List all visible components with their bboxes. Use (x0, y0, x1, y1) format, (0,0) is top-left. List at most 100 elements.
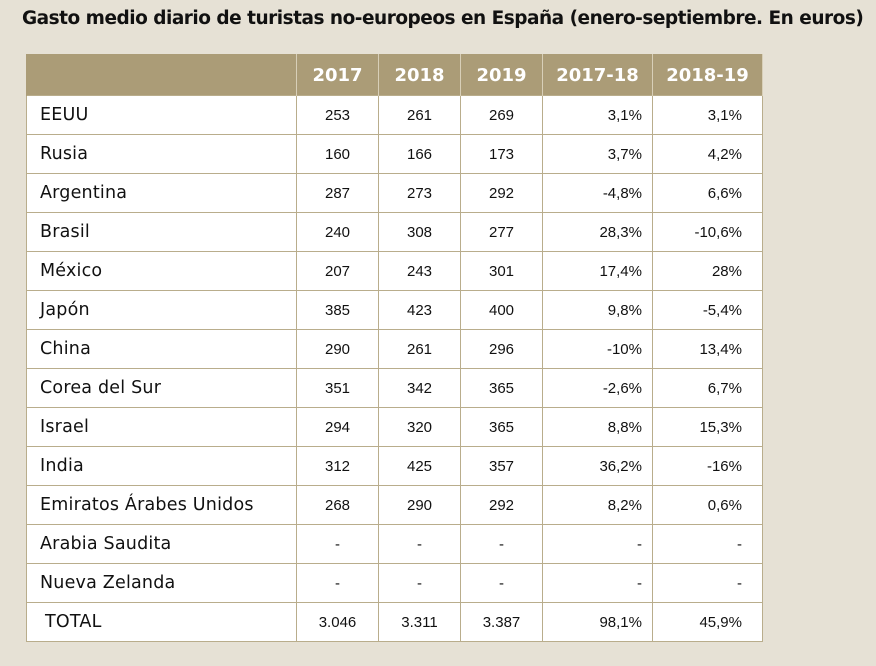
table-row: India 312 425 357 36,2% -16% (26, 446, 763, 486)
change-2018-19-cell: 13,4% (652, 329, 763, 369)
spending-table: 2017 2018 2019 2017-18 2018-19 EEUU 253 26… (26, 54, 763, 642)
header-change-2018-19: 2018-19 (652, 54, 763, 96)
value-2017-cell: 312 (296, 446, 379, 486)
value-2017-cell: 268 (296, 485, 379, 525)
table-row: EEUU 253 261 269 3,1% 3,1% (26, 95, 763, 135)
value-2017-cell: 160 (296, 134, 379, 174)
value-2018-cell: 261 (378, 329, 461, 369)
value-2019-cell: - (460, 563, 543, 603)
header-2019: 2019 (460, 54, 543, 96)
table-row: Emiratos Árabes Unidos 268 290 292 8,2% 0,6% (26, 485, 763, 525)
table-row: China 290 261 296 -10% 13,4% (26, 329, 763, 369)
header-change-2017-18: 2017-18 (542, 54, 653, 96)
table-row: Arabia Saudita - - - - - (26, 524, 763, 564)
value-2017-cell: 207 (296, 251, 379, 291)
country-cell: EEUU (26, 95, 297, 135)
change-2018-19-cell: 3,1% (652, 95, 763, 135)
change-2018-19-cell: -5,4% (652, 290, 763, 330)
change-2018-19-cell: 6,6% (652, 173, 763, 213)
table-row: Brasil 240 308 277 28,3% -10,6% (26, 212, 763, 252)
value-2019-cell: 292 (460, 485, 543, 525)
country-cell: Japón (26, 290, 297, 330)
value-2017-cell: 253 (296, 95, 379, 135)
value-2018-cell: 423 (378, 290, 461, 330)
country-cell: India (26, 446, 297, 486)
value-2019-cell: 3.387 (460, 602, 543, 642)
change-2017-18-cell: -10% (542, 329, 653, 369)
value-2017-cell: 294 (296, 407, 379, 447)
change-2018-19-cell: 4,2% (652, 134, 763, 174)
header-row: 2017 2018 2019 2017-18 2018-19 (26, 54, 763, 96)
change-2017-18-cell: -4,8% (542, 173, 653, 213)
change-2018-19-cell: 0,6% (652, 485, 763, 525)
table-row: Japón 385 423 400 9,8% -5,4% (26, 290, 763, 330)
header-2017: 2017 (296, 54, 379, 96)
table-row: México 207 243 301 17,4% 28% (26, 251, 763, 291)
header-2018: 2018 (378, 54, 461, 96)
value-2019-cell: - (460, 524, 543, 564)
change-2018-19-cell: 6,7% (652, 368, 763, 408)
change-2017-18-cell: 9,8% (542, 290, 653, 330)
total-row: TOTAL 3.046 3.311 3.387 98,1% 45,9% (26, 602, 763, 642)
value-2017-cell: 290 (296, 329, 379, 369)
change-2018-19-cell: 28% (652, 251, 763, 291)
change-2018-19-cell: -10,6% (652, 212, 763, 252)
change-2018-19-cell: 15,3% (652, 407, 763, 447)
value-2018-cell: 261 (378, 95, 461, 135)
change-2017-18-cell: 17,4% (542, 251, 653, 291)
country-cell: Israel (26, 407, 297, 447)
value-2017-cell: 287 (296, 173, 379, 213)
value-2017-cell: 385 (296, 290, 379, 330)
value-2019-cell: 269 (460, 95, 543, 135)
value-2019-cell: 296 (460, 329, 543, 369)
country-cell: México (26, 251, 297, 291)
change-2017-18-cell: - (542, 563, 653, 603)
change-2018-19-cell: - (652, 563, 763, 603)
value-2019-cell: 357 (460, 446, 543, 486)
value-2017-cell: - (296, 524, 379, 564)
change-2017-18-cell: - (542, 524, 653, 564)
change-2017-18-cell: 8,2% (542, 485, 653, 525)
country-cell: Arabia Saudita (26, 524, 297, 564)
table-row: Corea del Sur 351 342 365 -2,6% 6,7% (26, 368, 763, 408)
value-2019-cell: 400 (460, 290, 543, 330)
value-2018-cell: - (378, 563, 461, 603)
change-2018-19-cell: - (652, 524, 763, 564)
value-2018-cell: 166 (378, 134, 461, 174)
change-2018-19-cell: -16% (652, 446, 763, 486)
value-2018-cell: 243 (378, 251, 461, 291)
value-2017-cell: 240 (296, 212, 379, 252)
change-2018-19-cell: 45,9% (652, 602, 763, 642)
value-2018-cell: 320 (378, 407, 461, 447)
header-country (26, 54, 297, 96)
value-2018-cell: 342 (378, 368, 461, 408)
value-2017-cell: - (296, 563, 379, 603)
value-2019-cell: 365 (460, 407, 543, 447)
value-2019-cell: 365 (460, 368, 543, 408)
country-cell: China (26, 329, 297, 369)
table-row: Israel 294 320 365 8,8% 15,3% (26, 407, 763, 447)
value-2019-cell: 301 (460, 251, 543, 291)
change-2017-18-cell: 3,1% (542, 95, 653, 135)
value-2019-cell: 173 (460, 134, 543, 174)
table-row: Nueva Zelanda - - - - - (26, 563, 763, 603)
country-cell: TOTAL (26, 602, 297, 642)
value-2018-cell: 425 (378, 446, 461, 486)
country-cell: Corea del Sur (26, 368, 297, 408)
table-row: Rusia 160 166 173 3,7% 4,2% (26, 134, 763, 174)
value-2018-cell: - (378, 524, 461, 564)
country-cell: Emiratos Árabes Unidos (26, 485, 297, 525)
value-2018-cell: 273 (378, 173, 461, 213)
change-2017-18-cell: -2,6% (542, 368, 653, 408)
value-2018-cell: 308 (378, 212, 461, 252)
value-2017-cell: 351 (296, 368, 379, 408)
value-2017-cell: 3.046 (296, 602, 379, 642)
change-2017-18-cell: 3,7% (542, 134, 653, 174)
country-cell: Rusia (26, 134, 297, 174)
table-row: Argentina 287 273 292 -4,8% 6,6% (26, 173, 763, 213)
value-2019-cell: 292 (460, 173, 543, 213)
table-title: Gasto medio diario de turistas no-europe… (22, 8, 864, 29)
change-2017-18-cell: 28,3% (542, 212, 653, 252)
change-2017-18-cell: 98,1% (542, 602, 653, 642)
value-2018-cell: 3.311 (378, 602, 461, 642)
